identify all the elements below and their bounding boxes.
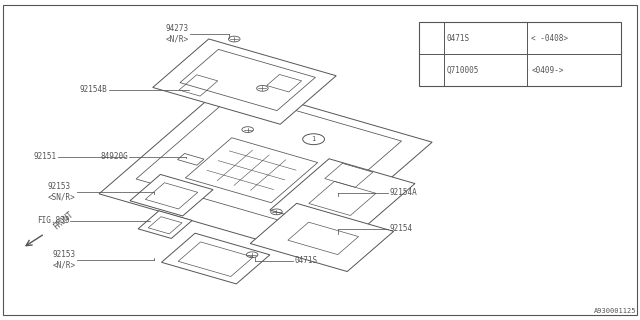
Text: 84920G: 84920G <box>100 152 128 161</box>
Text: 92153
<N/R>: 92153 <N/R> <box>52 250 76 269</box>
Text: FIG.833: FIG.833 <box>36 216 69 225</box>
Polygon shape <box>138 211 192 238</box>
Text: 0471S: 0471S <box>294 256 317 265</box>
Text: Q710005: Q710005 <box>447 66 479 75</box>
Polygon shape <box>153 39 336 124</box>
Text: 92154B: 92154B <box>80 85 108 94</box>
Polygon shape <box>161 233 270 284</box>
Text: FRONT: FRONT <box>51 210 75 232</box>
Polygon shape <box>130 174 213 216</box>
Text: 1: 1 <box>312 136 316 142</box>
Text: 92151: 92151 <box>33 152 56 161</box>
Text: 92153
<SN/R>: 92153 <SN/R> <box>48 182 76 202</box>
Text: 1: 1 <box>429 36 433 41</box>
Text: 0471S: 0471S <box>447 34 470 43</box>
Polygon shape <box>270 159 415 235</box>
Text: 92154: 92154 <box>389 224 412 233</box>
Polygon shape <box>99 83 432 253</box>
Text: 94273
<N/R>: 94273 <N/R> <box>166 24 189 43</box>
Text: < -0408>: < -0408> <box>531 34 568 43</box>
Text: 92154A: 92154A <box>389 188 417 197</box>
Bar <box>419 22 621 86</box>
Polygon shape <box>250 203 394 272</box>
Text: <0409->: <0409-> <box>531 66 564 75</box>
Text: A930001125: A930001125 <box>595 308 637 314</box>
